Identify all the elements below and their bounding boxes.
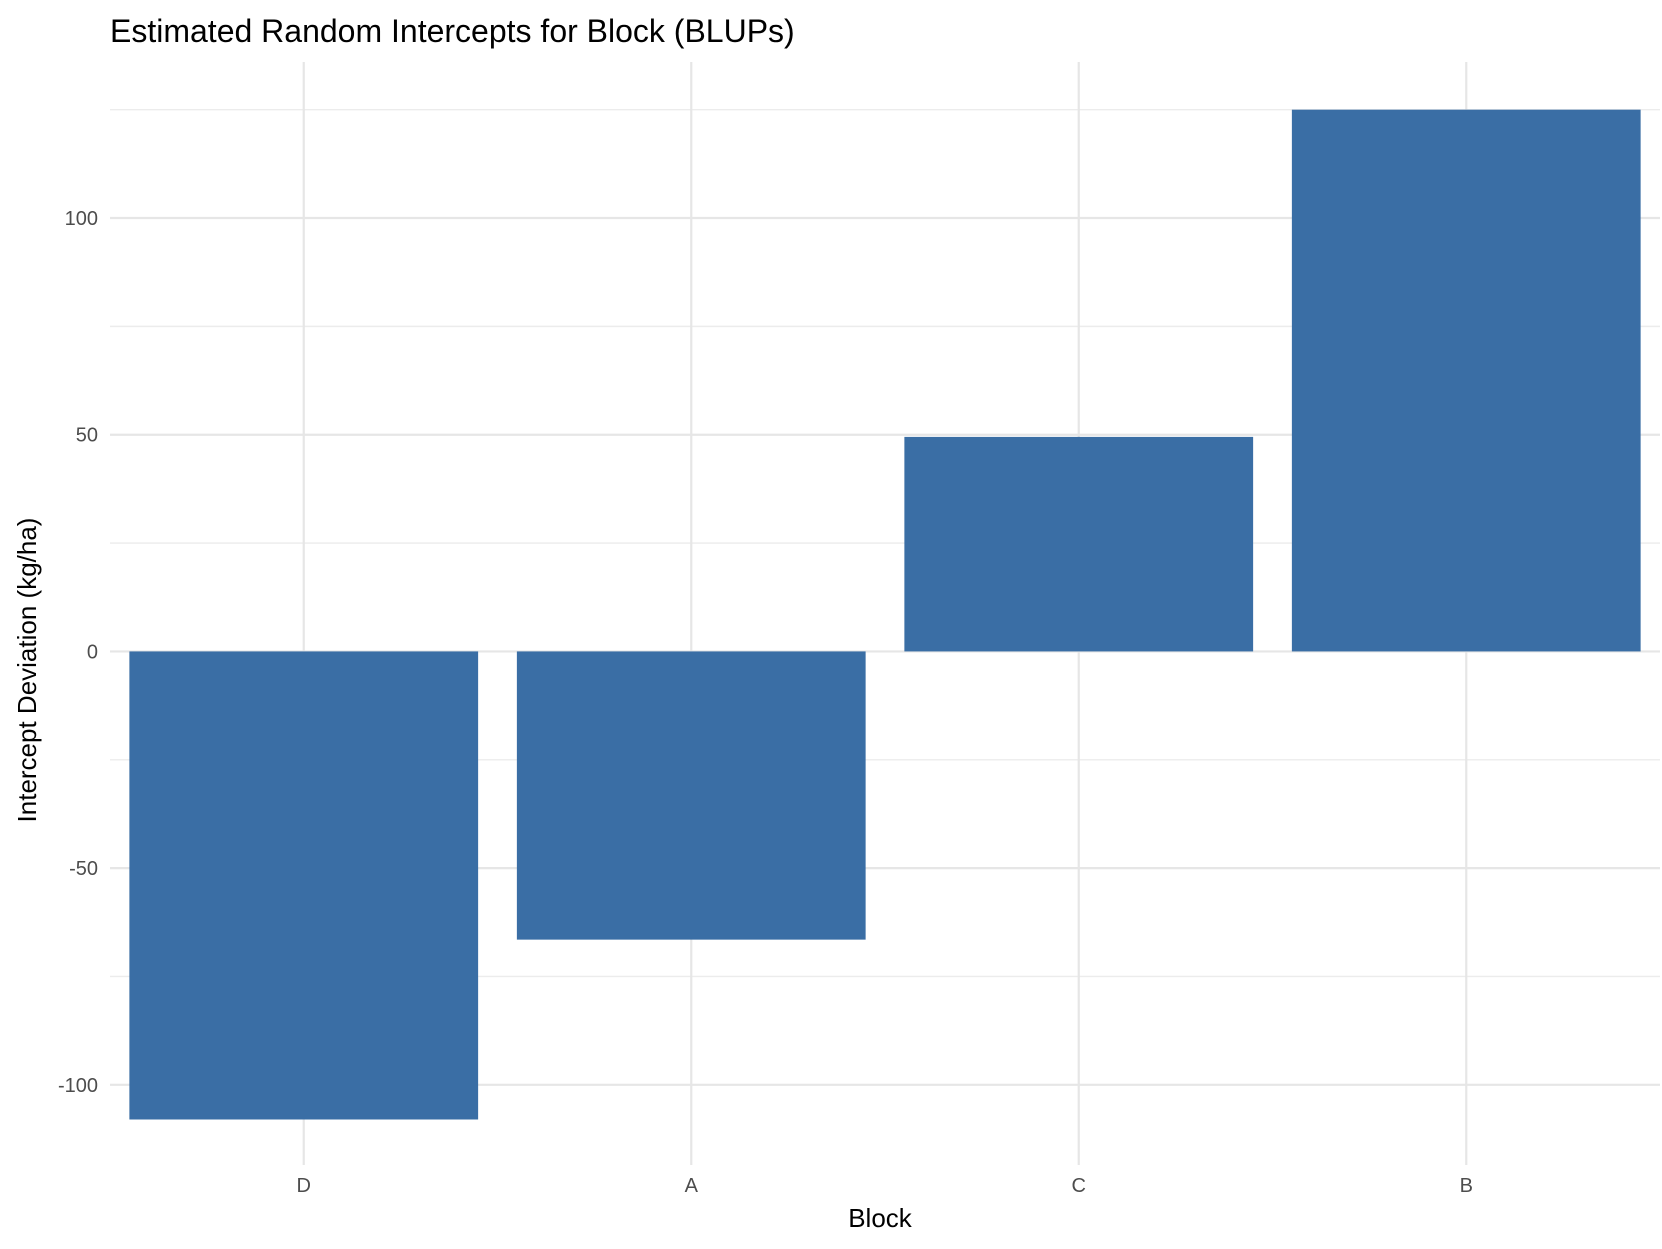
x-axis-title: Block (848, 1203, 913, 1233)
x-tick-label: B (1460, 1175, 1473, 1197)
bar-D (129, 651, 479, 1120)
bar-A (516, 651, 866, 940)
y-tick-label: 50 (76, 425, 98, 447)
y-tick-label: 0 (87, 641, 98, 663)
y-axis-ticks: -100 -50 0 50 100 (58, 208, 98, 1097)
chart-title: Estimated Random Intercepts for Block (B… (110, 13, 795, 49)
y-axis-title: Intercept Deviation (kg/ha) (12, 518, 42, 823)
bar-C (904, 436, 1254, 652)
bar-B (1291, 109, 1641, 652)
x-tick-label: D (297, 1175, 311, 1197)
x-tick-label: A (685, 1175, 699, 1197)
bars (129, 109, 1641, 1120)
y-tick-label: -100 (58, 1075, 98, 1097)
y-tick-label: -50 (69, 858, 98, 880)
y-tick-label: 100 (65, 208, 98, 230)
x-tick-label: C (1072, 1175, 1086, 1197)
